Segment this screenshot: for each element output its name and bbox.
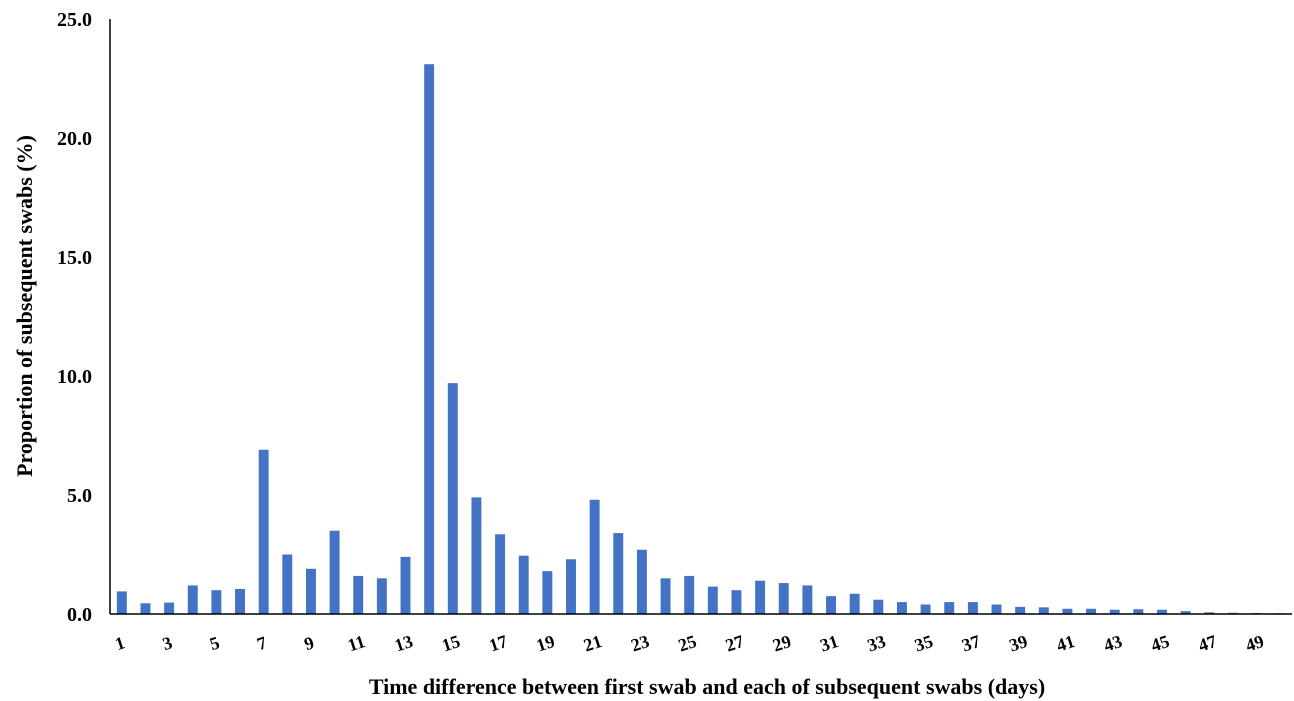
bar-day-25 — [684, 575, 695, 614]
x-tick-label: 43 — [1101, 631, 1124, 656]
bar-day-46 — [1180, 611, 1191, 614]
bar-day-18 — [518, 555, 529, 614]
x-tick-label: 13 — [392, 631, 415, 656]
bar-day-44 — [1133, 609, 1144, 614]
bar-day-13 — [400, 556, 411, 614]
bar-day-16 — [471, 497, 482, 614]
x-tick-label: 49 — [1243, 631, 1266, 656]
bar-day-41 — [1062, 608, 1073, 614]
bar-day-30 — [802, 585, 813, 614]
bar-day-29 — [778, 583, 789, 614]
bar-day-21 — [589, 499, 600, 614]
x-tick-label: 39 — [1007, 631, 1030, 656]
bar-day-40 — [1038, 607, 1049, 614]
x-tick-label: 11 — [345, 631, 367, 655]
x-tick-label: 21 — [581, 631, 604, 656]
bar-day-12 — [376, 578, 387, 614]
x-tick-labels: 1 3 5 7 9 11 13 15 17 19 21 23 25 27 29 31 33 35 37 39 41 43 4… — [113, 631, 1267, 656]
x-tick-label: 41 — [1054, 631, 1077, 656]
y-tick-label: 5.0 — [67, 485, 92, 507]
x-tick-label: 47 — [1196, 631, 1219, 656]
y-tick-label: 15.0 — [57, 247, 92, 269]
bar-day-4 — [187, 585, 198, 614]
x-tick-label: 3 — [160, 632, 175, 654]
x-tick-label: 9 — [302, 632, 317, 654]
x-tick-label: 37 — [959, 631, 982, 656]
y-tick-label: 25.0 — [57, 9, 92, 31]
bar-day-20 — [566, 559, 576, 614]
bar-day-7 — [258, 449, 269, 614]
bar-day-9 — [305, 568, 316, 614]
bars-group — [116, 64, 1286, 615]
bar-day-35 — [920, 604, 931, 614]
bar-day-14 — [424, 64, 435, 615]
x-tick-label: 31 — [818, 631, 841, 656]
bar-day-3 — [164, 602, 175, 614]
x-tick-label: 1 — [113, 632, 128, 654]
bar-day-11 — [353, 575, 364, 614]
y-tick-label: 0.0 — [67, 604, 92, 626]
bar-day-15 — [447, 383, 458, 614]
x-tick-label: 15 — [439, 631, 462, 656]
x-tick-label: 19 — [534, 631, 557, 656]
bar-day-22 — [613, 533, 624, 614]
x-tick-label: 5 — [207, 632, 222, 654]
bar-day-47 — [1204, 612, 1215, 614]
bar-day-36 — [944, 602, 955, 614]
x-tick-label: 45 — [1148, 631, 1171, 656]
bar-day-24 — [660, 578, 671, 614]
bar-day-10 — [329, 530, 340, 614]
bar-day-31 — [826, 596, 836, 614]
x-tick-label: 33 — [865, 631, 888, 656]
bar-day-17 — [495, 534, 506, 614]
bar-day-27 — [731, 590, 742, 614]
bar-day-45 — [1157, 609, 1167, 614]
bar-day-28 — [755, 580, 766, 614]
x-tick-label: 35 — [912, 631, 935, 656]
bar-day-5 — [211, 590, 222, 614]
bar-day-42 — [1086, 608, 1097, 614]
x-tick-label: 27 — [723, 631, 746, 656]
bar-day-23 — [636, 549, 647, 614]
bar-day-2 — [140, 603, 151, 614]
bar-day-19 — [542, 571, 553, 614]
y-tick-label: 20.0 — [57, 128, 92, 150]
bar-day-32 — [849, 593, 860, 614]
bar-day-39 — [1015, 606, 1026, 614]
bar-day-37 — [967, 602, 978, 614]
bar-day-33 — [873, 599, 884, 614]
bar-day-6 — [235, 589, 245, 614]
bar-day-8 — [282, 554, 293, 614]
bar-day-43 — [1109, 609, 1120, 614]
x-axis-label: Time difference between first swab and e… — [369, 674, 1045, 699]
x-tick-label: 23 — [628, 631, 651, 656]
y-tick-labels: 0.0 5.0 10.0 15.0 20.0 25.0 — [57, 9, 92, 626]
x-tick-label: 25 — [676, 631, 699, 656]
y-tick-label: 10.0 — [57, 366, 92, 388]
x-tick-label: 7 — [254, 632, 269, 654]
bar-day-38 — [991, 604, 1002, 614]
y-axis-label: Proportion of subsequent swabs (%) — [12, 135, 37, 477]
bar-day-26 — [707, 586, 718, 614]
x-tick-label: 29 — [770, 631, 793, 656]
x-tick-label: 17 — [487, 631, 510, 656]
bar-day-1 — [116, 591, 127, 614]
bar-day-34 — [896, 602, 907, 614]
